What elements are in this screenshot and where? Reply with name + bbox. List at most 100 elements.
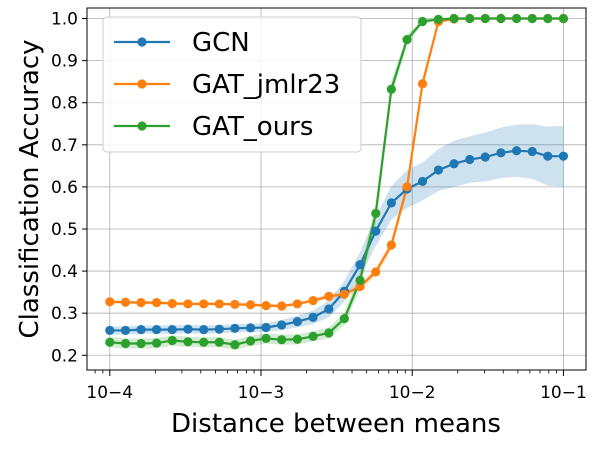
series-point-2 xyxy=(496,13,506,24)
legend-marker-2 xyxy=(137,121,147,131)
series-point-0 xyxy=(558,151,569,161)
series-point-0 xyxy=(465,154,475,165)
series-point-2 xyxy=(167,335,177,346)
series-point-0 xyxy=(151,324,162,335)
series-point-1 xyxy=(105,297,115,307)
series-point-0 xyxy=(136,324,146,335)
series-point-1 xyxy=(417,79,428,89)
series-band-0 xyxy=(109,124,564,335)
series-point-2 xyxy=(151,338,162,348)
series-point-2 xyxy=(245,336,256,346)
series-point-2 xyxy=(480,13,490,24)
series-point-0 xyxy=(245,323,256,333)
y-axis-label: Classification Accuracy xyxy=(15,40,45,339)
series-points xyxy=(105,13,569,350)
series-point-1 xyxy=(136,298,146,308)
series-point-0 xyxy=(496,148,506,158)
series-point-1 xyxy=(245,300,256,310)
y-tick-label: 0.4 xyxy=(51,262,78,282)
series-point-0 xyxy=(433,165,444,175)
series-point-2 xyxy=(105,337,115,347)
series-point-1 xyxy=(308,295,318,306)
series-point-2 xyxy=(417,16,428,27)
axis-ticks: 0.2 0.3 0.4 0.5 0.6 0.7 0.8 0.9 1.0 10−4 10−3 10−2 1… xyxy=(51,10,587,403)
series-point-2 xyxy=(339,314,349,324)
y-tick-label: 0.3 xyxy=(51,304,78,324)
x-tick-label: 10−3 xyxy=(238,383,285,403)
legend-marker-0 xyxy=(137,37,147,47)
series-point-0 xyxy=(511,146,522,156)
legend-label-1: GAT_jmlr23 xyxy=(192,70,340,100)
series-point-2 xyxy=(183,337,193,347)
series-point-2 xyxy=(527,13,537,24)
series-point-0 xyxy=(371,226,381,236)
series-point-0 xyxy=(183,324,193,334)
series-point-0 xyxy=(480,152,490,162)
legend-frame xyxy=(102,16,362,153)
series-point-1 xyxy=(339,289,349,299)
series-point-0 xyxy=(449,159,459,169)
plot-frame xyxy=(86,7,587,371)
series-point-2 xyxy=(324,328,334,338)
y-tick-label: 0.2 xyxy=(51,346,78,366)
series-point-0 xyxy=(355,260,365,270)
series-point-2 xyxy=(465,13,475,24)
series-point-2 xyxy=(277,335,287,345)
series-point-2 xyxy=(543,13,553,24)
legend: GCN GAT_jmlr23 GAT_ours xyxy=(102,16,362,153)
series-point-0 xyxy=(105,325,115,336)
series-point-2 xyxy=(355,275,365,285)
series-point-2 xyxy=(230,340,240,350)
series-point-0 xyxy=(386,198,396,208)
legend-marker-1 xyxy=(137,79,147,89)
series-point-0 xyxy=(527,146,537,157)
series-point-1 xyxy=(355,282,365,292)
series-point-2 xyxy=(402,34,412,45)
series-point-2 xyxy=(386,84,396,94)
y-tick-label: 0.9 xyxy=(51,52,78,72)
series-point-0 xyxy=(230,323,240,333)
series-point-2 xyxy=(308,331,318,341)
series-point-2 xyxy=(371,208,381,219)
series-point-1 xyxy=(261,300,271,311)
series-point-2 xyxy=(261,333,271,344)
series-point-2 xyxy=(558,13,569,24)
series-point-0 xyxy=(308,312,318,322)
series-point-1 xyxy=(214,299,224,309)
y-tick-label: 1.0 xyxy=(51,10,78,30)
series-point-2 xyxy=(120,338,131,349)
series-point-0 xyxy=(120,325,131,336)
y-tick-label: 0.5 xyxy=(51,220,78,240)
series-point-2 xyxy=(136,338,146,349)
series-point-0 xyxy=(261,322,271,333)
series-point-0 xyxy=(543,151,553,161)
series-point-2 xyxy=(199,337,209,347)
series-point-1 xyxy=(199,299,209,309)
series-point-1 xyxy=(371,267,381,277)
series-point-1 xyxy=(120,297,131,307)
series-point-2 xyxy=(433,14,444,24)
series-point-0 xyxy=(277,320,287,330)
series-point-1 xyxy=(386,240,396,250)
series-point-0 xyxy=(167,324,177,335)
series-point-1 xyxy=(230,299,240,309)
series-point-1 xyxy=(402,182,412,192)
x-tick-label: 10−1 xyxy=(540,383,587,403)
series-point-1 xyxy=(292,299,302,309)
series-point-1 xyxy=(167,298,177,309)
legend-label-0: GCN xyxy=(192,28,250,58)
x-tick-label: 10−2 xyxy=(389,383,436,403)
series-point-2 xyxy=(292,334,302,344)
series-point-0 xyxy=(417,176,428,187)
legend-label-2: GAT_ours xyxy=(192,112,313,142)
series-point-0 xyxy=(199,324,209,335)
series-point-1 xyxy=(277,301,287,311)
confidence-bands xyxy=(109,18,564,350)
y-tick-label: 0.8 xyxy=(51,94,78,114)
x-axis-label: Distance between means xyxy=(171,409,501,439)
y-tick-label: 0.7 xyxy=(51,136,78,156)
series-point-0 xyxy=(324,304,334,314)
series-point-1 xyxy=(151,298,162,308)
series-point-2 xyxy=(511,13,522,24)
